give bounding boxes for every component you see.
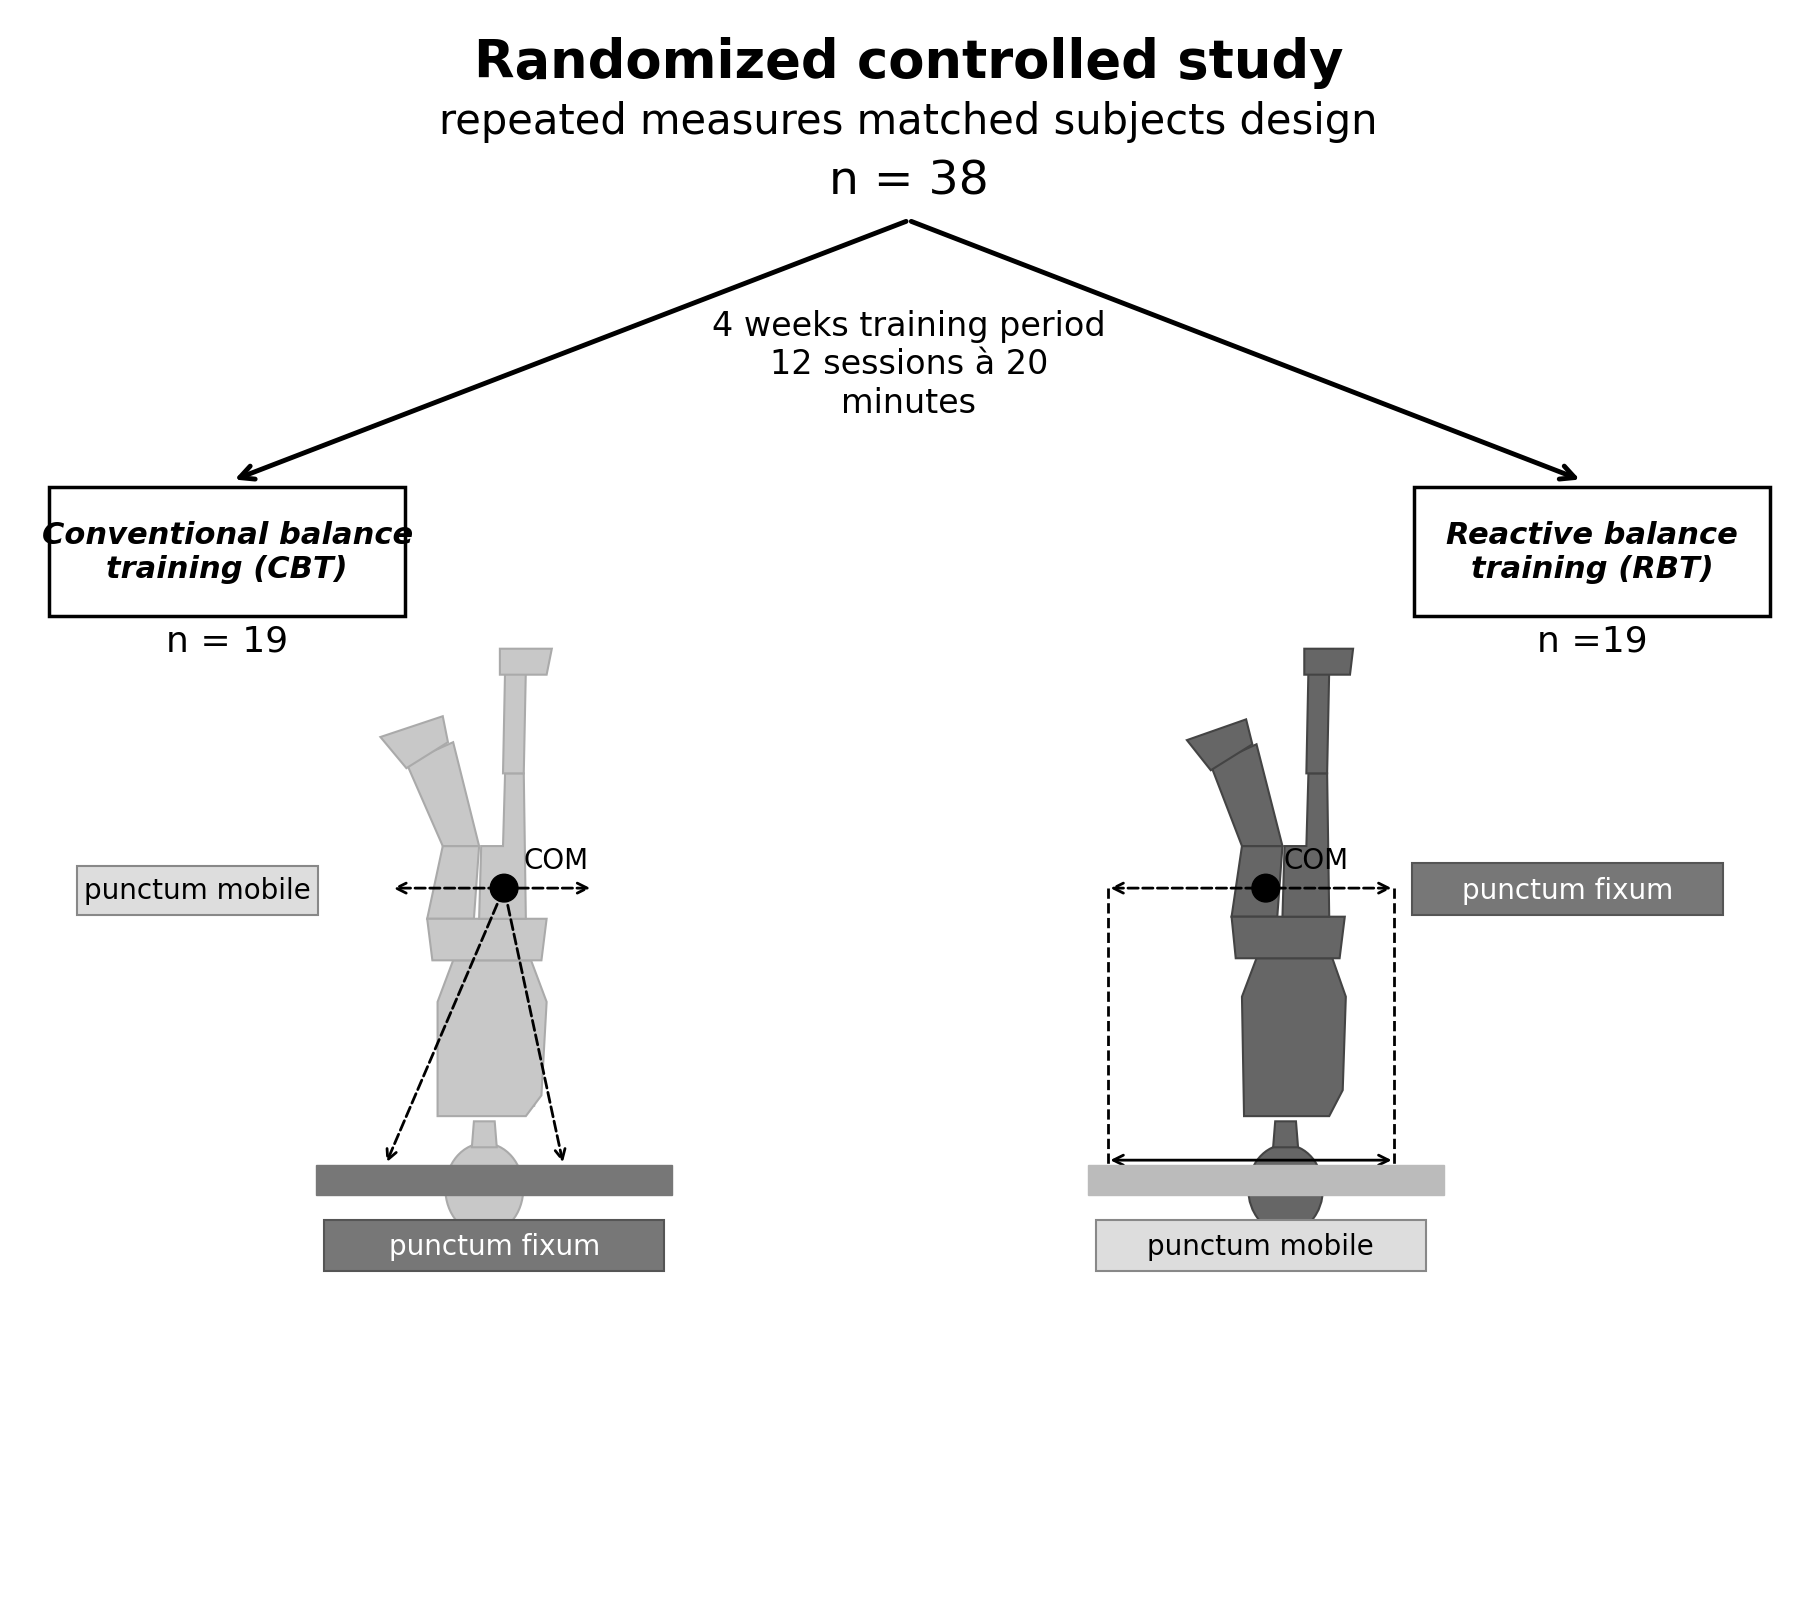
Circle shape [1251,875,1278,902]
Polygon shape [1232,917,1345,959]
FancyBboxPatch shape [1413,487,1769,617]
Text: punctum mobile: punctum mobile [1147,1233,1374,1261]
FancyBboxPatch shape [1095,1220,1426,1272]
Polygon shape [437,960,547,1117]
Polygon shape [1241,959,1345,1117]
Text: punctum fixum: punctum fixum [388,1233,599,1261]
Polygon shape [1253,1012,1277,1101]
Polygon shape [500,649,552,675]
FancyBboxPatch shape [77,867,318,915]
Text: punctum fixum: punctum fixum [1462,876,1672,904]
Text: 4 weeks training period
12 sessions à 20
minutes: 4 weeks training period 12 sessions à 20… [712,310,1106,420]
Text: n = 19: n = 19 [165,625,288,659]
Polygon shape [426,920,547,960]
Text: Reactive balance
training (RBT): Reactive balance training (RBT) [1446,521,1737,584]
FancyBboxPatch shape [49,487,405,617]
Polygon shape [1282,773,1329,917]
Polygon shape [1304,649,1352,675]
Text: repeated measures matched subjects design: repeated measures matched subjects desig… [439,102,1377,144]
Text: COM: COM [523,847,588,875]
Polygon shape [1232,847,1282,917]
Text: Conventional balance
training (CBT): Conventional balance training (CBT) [41,521,412,584]
Text: punctum mobile: punctum mobile [85,876,311,904]
Text: COM: COM [1284,847,1348,875]
Polygon shape [520,1023,541,1106]
Ellipse shape [1248,1144,1322,1233]
Ellipse shape [446,1143,523,1235]
Text: n =19: n =19 [1535,625,1647,659]
Polygon shape [379,717,448,768]
Text: n = 38: n = 38 [829,160,989,205]
Polygon shape [1318,1018,1340,1106]
Bar [1088,1165,1444,1194]
Polygon shape [503,670,525,773]
Circle shape [491,875,518,902]
FancyBboxPatch shape [1411,863,1722,915]
Polygon shape [406,742,478,847]
Polygon shape [426,847,478,920]
Polygon shape [478,773,525,920]
FancyBboxPatch shape [324,1220,663,1272]
Bar [316,1165,672,1194]
Polygon shape [1210,744,1282,847]
Text: Randomized controlled study: Randomized controlled study [473,37,1343,89]
Polygon shape [448,1012,473,1106]
Polygon shape [1305,670,1329,773]
Polygon shape [471,1122,496,1148]
Polygon shape [1187,720,1251,771]
Polygon shape [1273,1122,1298,1148]
